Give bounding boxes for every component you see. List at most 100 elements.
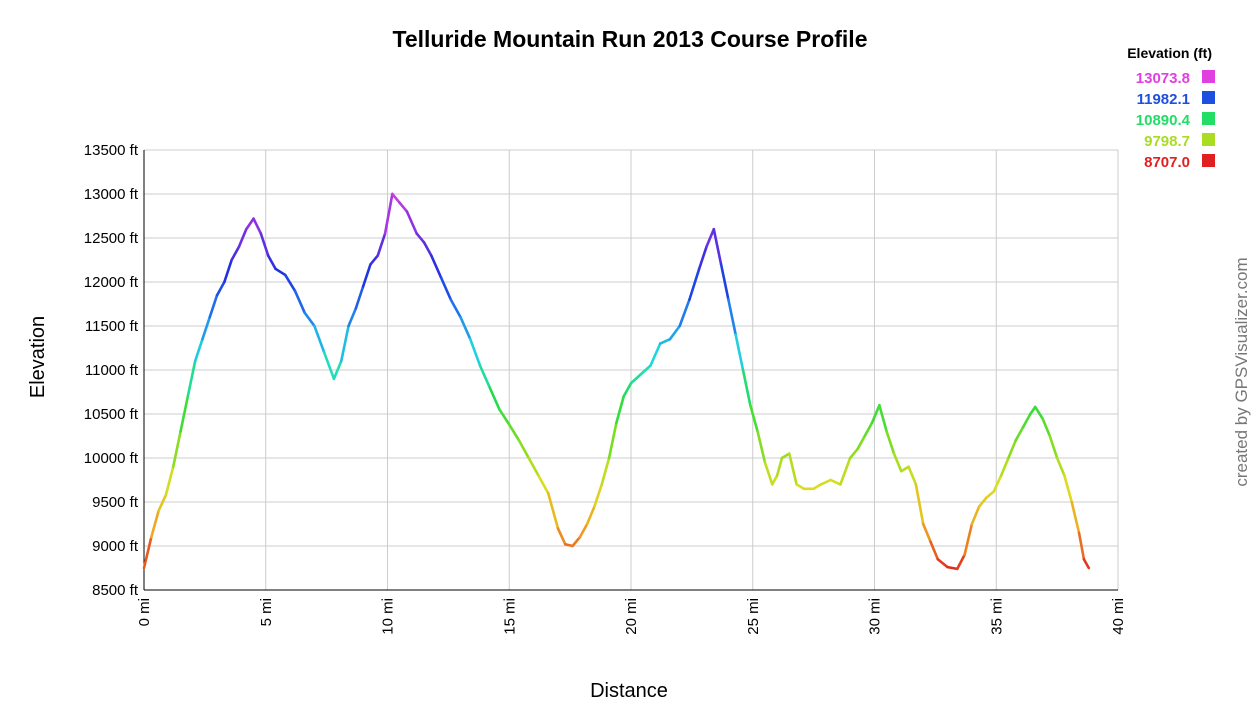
profile-segment <box>369 254 380 266</box>
profile-segment <box>415 232 426 244</box>
y-tick-label: 12500 ft <box>84 230 139 247</box>
chart-title: Telluride Mountain Run 2013 Course Profi… <box>393 26 868 52</box>
profile-segment <box>142 535 153 570</box>
profile-segment <box>829 478 842 486</box>
profile-segment <box>892 452 903 473</box>
legend-entry-label: 8707.0 <box>1144 154 1190 171</box>
profile-segment <box>488 386 501 411</box>
profile-segment <box>313 324 326 354</box>
profile-segment <box>697 245 708 271</box>
profile-segment <box>157 493 168 513</box>
profile-segment <box>347 307 358 328</box>
profile-segment <box>885 430 896 455</box>
profile-segment <box>283 273 297 293</box>
legend-swatch <box>1202 154 1215 167</box>
profile-segment <box>658 337 672 345</box>
profile-segment <box>1007 439 1018 460</box>
profile-segment <box>186 359 197 398</box>
profile-segment <box>478 364 492 389</box>
y-tick-label: 11500 ft <box>85 318 139 335</box>
profile-segment <box>914 483 925 526</box>
legend-title: Elevation (ft) <box>1127 45 1212 61</box>
profile-segment <box>907 465 918 486</box>
legend-entries: 13073.8 11982.1 10890.4 9798.7 8707.0 <box>1136 70 1215 171</box>
profile-segment <box>405 210 419 235</box>
y-tick-labels: 8500 ft 9000 ft 9500 ft 10000 ft 10500 ft 110… <box>84 142 139 599</box>
profile-segment <box>556 527 567 546</box>
y-tick-label: 9500 ft <box>92 494 139 511</box>
profile-segment <box>593 483 604 508</box>
profile-segment <box>936 557 949 569</box>
profile-segment <box>179 395 190 433</box>
profile-segment <box>223 258 233 284</box>
legend-swatch <box>1202 70 1215 83</box>
profile-segment <box>430 254 443 279</box>
y-tick-label: 12000 ft <box>84 274 139 291</box>
x-tick-label: 30 mi <box>867 598 884 635</box>
profile-segment <box>439 276 453 301</box>
profile-segment <box>929 540 940 561</box>
x-axis-label: Distance <box>590 680 668 702</box>
legend-entry-label: 10890.4 <box>1136 112 1191 129</box>
profile-segment <box>622 381 633 398</box>
profile-segment <box>985 490 996 499</box>
profile-segment <box>992 474 1003 493</box>
profile-segment <box>585 505 596 526</box>
profile-segment <box>749 403 759 433</box>
profile-segment <box>361 263 372 288</box>
profile-segment <box>398 201 409 213</box>
x-tick-label: 35 mi <box>988 598 1005 635</box>
profile-segment <box>546 491 560 530</box>
x-tick-label: 25 mi <box>745 598 762 635</box>
legend-swatch <box>1202 112 1215 125</box>
profile-segment <box>1055 456 1066 477</box>
y-tick-label: 8500 ft <box>92 582 139 599</box>
profile-segment <box>578 522 589 539</box>
profile-segment <box>274 267 287 277</box>
profile-segment <box>339 324 350 363</box>
profile-segment <box>164 465 175 497</box>
profile-segment <box>322 351 336 381</box>
profile-segment <box>1070 500 1081 535</box>
axes <box>143 150 1118 591</box>
x-tick-label: 40 mi <box>1110 598 1127 635</box>
profile-segment <box>607 421 618 460</box>
profile-segment <box>615 395 625 425</box>
profile-segment <box>712 227 723 266</box>
x-tick-label: 0 mi <box>136 598 153 626</box>
profile-segment <box>770 474 779 486</box>
y-tick-label: 13500 ft <box>84 142 139 159</box>
legend-entry-label: 9798.7 <box>1144 133 1190 150</box>
profile-segment <box>303 311 316 328</box>
legend: Elevation (ft) 13073.8 11982.1 10890.4 9798… <box>1127 45 1215 171</box>
profile-segment <box>422 241 433 257</box>
profile-segment <box>1082 557 1091 570</box>
profile-segment <box>527 456 540 477</box>
profile-segment <box>819 478 832 486</box>
legend-swatch <box>1202 133 1215 146</box>
y-axis-label: Elevation <box>27 316 49 398</box>
x-tick-labels: 0 mi 5 mi 10 mi 15 mi 20 mi 25 mi 30 mi 35 mi 40… <box>136 598 1127 635</box>
profile-segment <box>332 359 343 381</box>
profile-segment <box>571 535 582 548</box>
profile-segment <box>293 289 307 315</box>
profile-segment <box>787 452 798 486</box>
profile-segment <box>600 456 611 486</box>
profile-segment <box>215 280 226 297</box>
profile-segment <box>354 285 365 310</box>
profile-segment <box>1063 474 1074 504</box>
profile-segment <box>878 403 888 433</box>
profile-segment <box>946 565 959 571</box>
profile-segment <box>537 474 550 495</box>
profile-segment <box>812 483 823 491</box>
profile-segment <box>678 298 691 328</box>
profile-segment <box>468 337 482 367</box>
profile-segment <box>963 522 974 557</box>
profile-segment <box>639 364 652 376</box>
profile-segment <box>1048 434 1059 460</box>
y-tick-label: 9000 ft <box>92 538 139 555</box>
profile-segment <box>705 227 716 249</box>
profile-segment <box>970 505 981 526</box>
profile-segment <box>150 509 160 539</box>
